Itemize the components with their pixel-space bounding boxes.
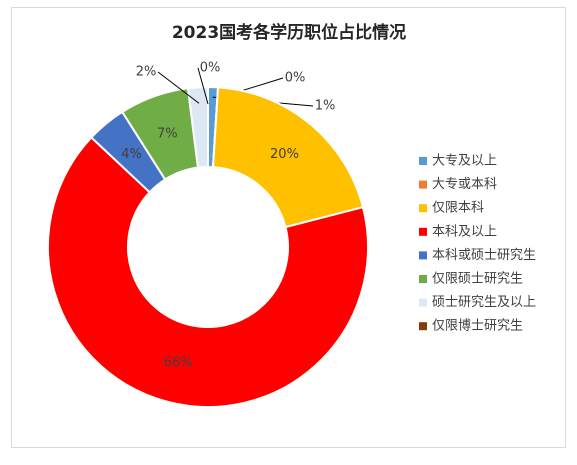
data-label: 4% [121, 147, 142, 162]
legend-label: 大专及以上 [432, 154, 497, 169]
donut-slice [47, 136, 369, 408]
legend-label: 仅限本科 [432, 201, 484, 216]
data-label: 2% [136, 65, 157, 80]
data-label: 0% [200, 61, 221, 76]
legend-swatch [419, 298, 427, 307]
data-label: 0% [285, 71, 306, 86]
legend-swatch [419, 251, 427, 260]
leader-line [197, 67, 209, 105]
data-label: 20% [270, 147, 299, 162]
legend-label: 本科或硕士研究生 [432, 248, 536, 263]
legend-swatch [419, 275, 427, 283]
data-label: 66% [164, 356, 193, 371]
legend-swatch [419, 157, 427, 165]
legend-swatch [419, 180, 427, 189]
legend-swatch [419, 204, 427, 213]
leader-line [157, 71, 200, 104]
data-label: 7% [157, 127, 178, 142]
legend-swatch [419, 227, 427, 236]
legend-label: 大专或本科 [432, 177, 497, 192]
legend-label: 硕士研究生及以上 [432, 295, 536, 310]
donut-slice [211, 86, 365, 229]
legend-label: 仅限硕士研究生 [432, 272, 523, 287]
legend-label: 仅限博士研究生 [432, 319, 523, 334]
data-label: 1% [315, 99, 336, 114]
chart-title: 2023国考各学历职位占比情况 [172, 22, 406, 43]
legend-label: 本科及以上 [432, 224, 497, 239]
legend-swatch [419, 322, 427, 331]
